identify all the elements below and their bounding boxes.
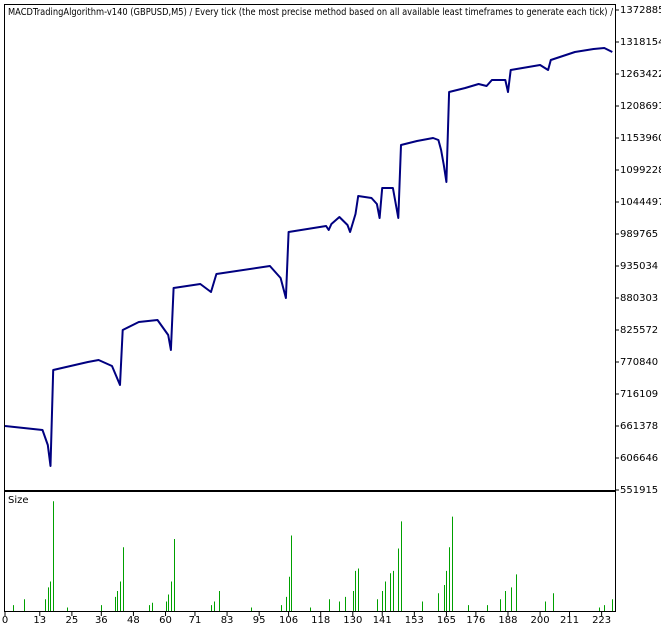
y-tick-label: 1099228 bbox=[620, 165, 661, 176]
y-tick-label: 716109 bbox=[620, 389, 658, 400]
x-tick-label: 36 bbox=[95, 615, 108, 626]
x-tick-label: 106 bbox=[279, 615, 298, 626]
y-tick-label: 1153960 bbox=[620, 133, 661, 144]
x-tick-label: 25 bbox=[66, 615, 79, 626]
chart-title: MACDTradingAlgorithm-v140 (GBPUSD,M5) / … bbox=[8, 7, 614, 18]
balance-line bbox=[4, 47, 613, 467]
x-tick-label: 223 bbox=[592, 615, 611, 626]
y-tick-label: 935034 bbox=[620, 261, 658, 272]
y-tick-label: 880303 bbox=[620, 293, 658, 304]
x-tick-label: 0 bbox=[2, 615, 8, 626]
x-tick-label: 130 bbox=[343, 615, 362, 626]
y-tick-label: 825572 bbox=[620, 325, 658, 336]
panel-title: Size bbox=[8, 495, 29, 506]
y-tick-label: 770840 bbox=[620, 357, 658, 368]
size-panel-frame bbox=[4, 491, 616, 612]
x-tick-label: 153 bbox=[405, 615, 424, 626]
x-tick-label: 200 bbox=[531, 615, 550, 626]
x-tick-label: 48 bbox=[127, 615, 140, 626]
y-tick-label: 989765 bbox=[620, 229, 658, 240]
x-tick-label: 60 bbox=[159, 615, 172, 626]
y-tick-label: 1208691 bbox=[620, 101, 661, 112]
x-tick-label: 71 bbox=[189, 615, 202, 626]
x-tick-label: 118 bbox=[311, 615, 330, 626]
y-tick-label: 551915 bbox=[620, 485, 658, 496]
x-tick-label: 165 bbox=[437, 615, 456, 626]
y-tick-label: 1318154 bbox=[620, 37, 661, 48]
y-tick-label: 1372885 bbox=[620, 5, 661, 16]
x-tick-label: 141 bbox=[373, 615, 392, 626]
x-tick-label: 13 bbox=[33, 615, 46, 626]
x-tick-label: 188 bbox=[498, 615, 517, 626]
y-tick-label: 661378 bbox=[620, 421, 658, 432]
x-tick-label: 95 bbox=[253, 615, 266, 626]
y-tick-label: 1044497 bbox=[620, 197, 661, 208]
x-tick-label: 211 bbox=[560, 615, 579, 626]
x-tick-label: 176 bbox=[466, 615, 485, 626]
y-tick-label: 606646 bbox=[620, 453, 658, 464]
y-tick-label: 1263422 bbox=[620, 69, 661, 80]
main-panel-frame bbox=[4, 4, 616, 491]
x-tick-label: 83 bbox=[221, 615, 234, 626]
